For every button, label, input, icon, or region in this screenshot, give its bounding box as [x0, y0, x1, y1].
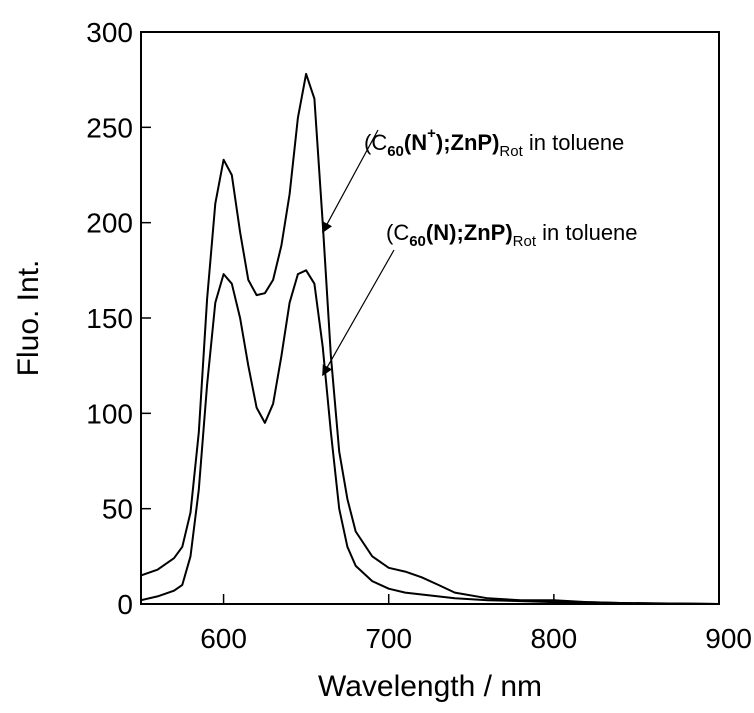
y-tick-label: 200	[86, 208, 133, 239]
annotation-1-sub2: Rot	[499, 143, 523, 160]
annotation-1-mid: (N	[404, 130, 427, 155]
series-layer	[140, 72, 720, 605]
annotation-series-1: (C60(N+);ZnP)Rot in toluene	[322, 125, 624, 234]
y-axis: 0 50 100 150 200 250 300	[86, 17, 151, 620]
y-tick-label: 150	[86, 303, 133, 334]
annotation-series-2: (C60(N);ZnP)Rot in toluene	[322, 220, 638, 377]
x-tick-label: 900	[705, 623, 752, 654]
svg-text:(C60(N);ZnP)Rot in toluene: (C60(N);ZnP)Rot in toluene	[386, 220, 638, 250]
annotation-1-sup: +	[427, 125, 436, 142]
plot-frame	[140, 31, 720, 605]
annotation-2-sub1: 60	[409, 233, 426, 250]
annotation-1-after: );ZnP)	[436, 130, 500, 155]
annotation-1-arrow	[322, 129, 379, 234]
y-tick-label: 250	[86, 112, 133, 143]
x-tick-label: 700	[365, 623, 412, 654]
y-axis-title: Fluo. Int.	[12, 260, 45, 377]
series-line-1	[140, 72, 720, 605]
y-tick-label: 300	[86, 17, 133, 48]
x-tick-label: 800	[530, 623, 577, 654]
x-axis-title: Wavelength / nm	[318, 670, 542, 703]
annotation-2-arrow	[322, 249, 395, 377]
annotation-2-suffix: in toluene	[536, 220, 638, 245]
annotation-2-after: );ZnP)	[449, 220, 513, 245]
annotation-2-mid: (N	[426, 220, 449, 245]
y-tick-label: 0	[117, 589, 133, 620]
y-tick-label: 50	[102, 494, 133, 525]
series-line-2	[140, 269, 720, 605]
y-tick-label: 100	[86, 398, 133, 429]
annotation-1-suffix: in toluene	[523, 130, 625, 155]
annotation-2-sub2: Rot	[513, 233, 537, 250]
annotation-1-sub1: 60	[387, 143, 404, 160]
annotation-1-prefix: (C	[364, 130, 387, 155]
x-tick-label: 600	[200, 623, 247, 654]
annotation-2-prefix: (C	[386, 220, 409, 245]
svg-text:(C60(N+);ZnP)Rot in toluene: (C60(N+);ZnP)Rot in toluene	[364, 125, 624, 160]
x-axis: 600 700 800 900	[200, 594, 752, 654]
